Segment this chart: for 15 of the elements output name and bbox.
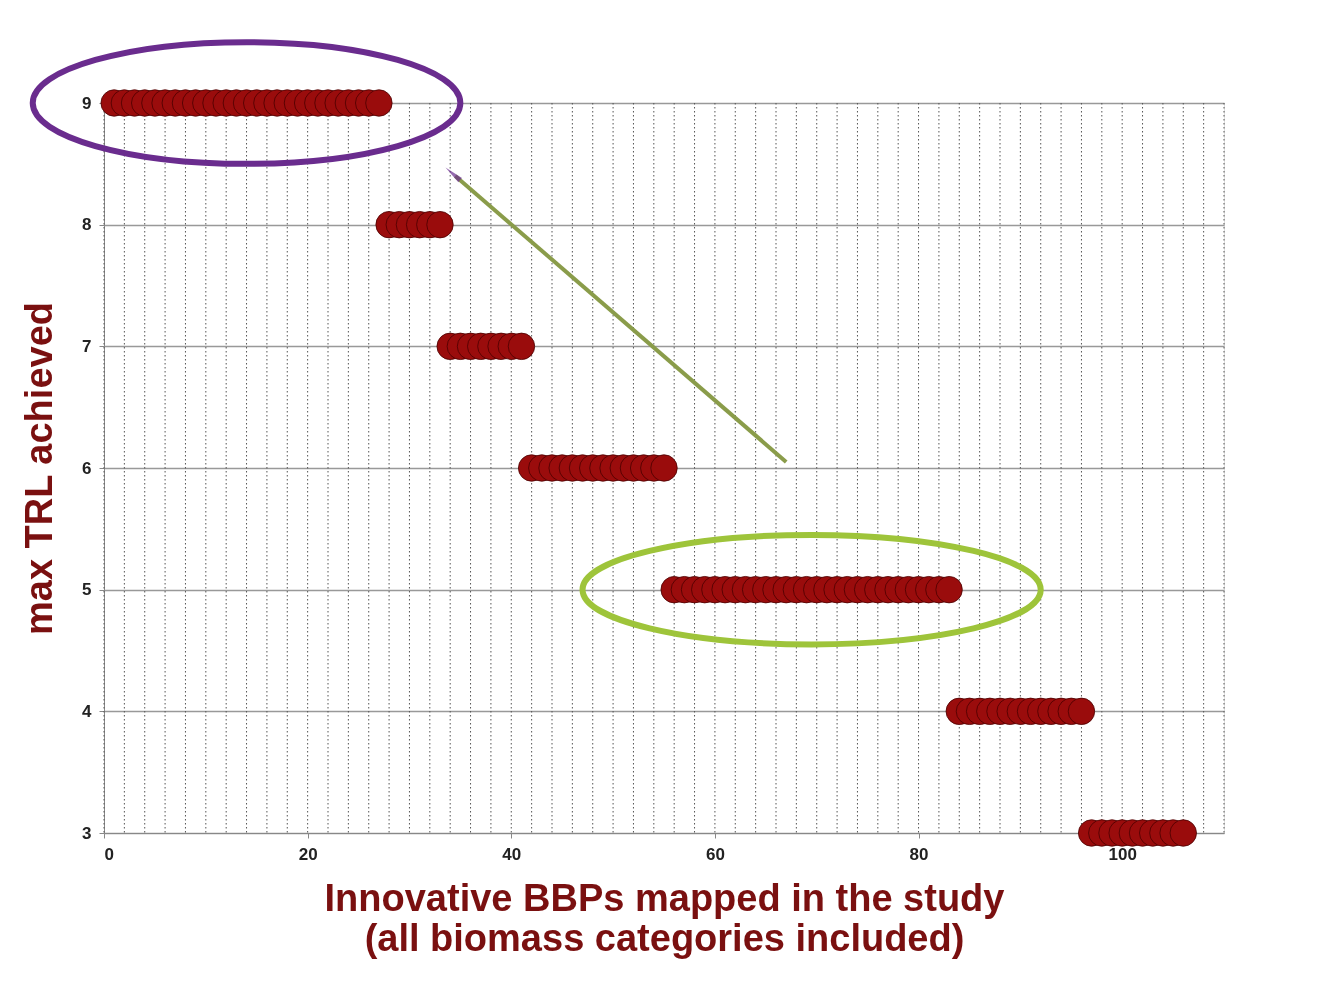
x-tick-label: 80 (909, 844, 929, 864)
y-tick-label: 9 (82, 93, 92, 113)
y-tick-label: 3 (82, 823, 92, 843)
y-axis-title: max TRL achieved (18, 301, 61, 636)
y-tick-label: 8 (82, 215, 92, 235)
y-tick-label: 7 (82, 336, 92, 356)
x-tick-label: 20 (298, 844, 318, 864)
y-tick-label: 6 (82, 458, 92, 478)
x-tick-label: 100 (1108, 844, 1137, 864)
x-tick-label: 40 (502, 844, 522, 864)
x-tick-label: 60 (705, 844, 725, 864)
y-tick-label: 4 (82, 701, 93, 721)
x-axis-title: Innovative BBPs mapped in the study (all biomass categories included) (324, 876, 1005, 959)
y-tick-label: 5 (82, 580, 92, 600)
x-tick-label: 0 (104, 844, 114, 864)
